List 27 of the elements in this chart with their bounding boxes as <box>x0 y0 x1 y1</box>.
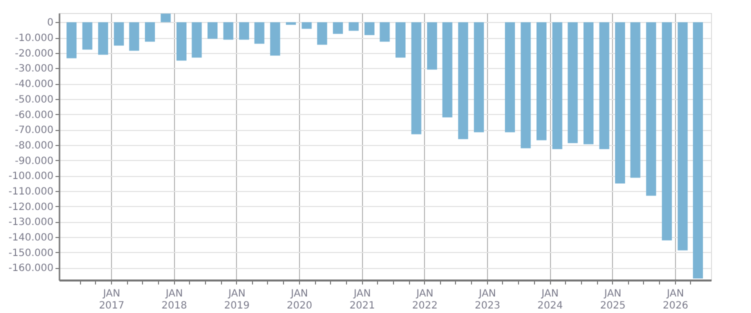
y-tick-label: -120.000 <box>8 202 54 213</box>
y-tick-label: -140.000 <box>8 232 54 244</box>
y-tick-label: -50.000 <box>14 94 54 106</box>
y-tick-label: -160.000 <box>8 263 54 274</box>
x-tick-label: JAN 2023 <box>474 288 500 312</box>
y-tick-label: -40.000 <box>14 79 54 90</box>
x-tick-label: JAN 2017 <box>98 288 124 312</box>
x-tick-label: JAN 2022 <box>412 288 438 312</box>
y-tick-label: 0 <box>47 18 54 29</box>
y-tick-label: -60.000 <box>14 110 54 121</box>
x-tick-label: JAN 2019 <box>224 288 250 312</box>
x-tick-label: JAN 2018 <box>162 288 187 312</box>
y-tick-label: -20.000 <box>14 48 54 60</box>
y-tick-label: -30.000 <box>14 64 54 75</box>
y-tick-label: -110.000 <box>8 186 54 198</box>
x-tick-label: JAN 2025 <box>600 288 626 312</box>
x-tick-label: JAN 2024 <box>537 288 563 312</box>
x-tick-label: JAN 2021 <box>350 288 375 312</box>
y-tick-label: -10.000 <box>14 33 54 44</box>
y-tick-label: -100.000 <box>8 171 54 182</box>
x-tick-label: JAN 2026 <box>662 288 688 312</box>
y-tick-label: -90.000 <box>14 156 54 167</box>
x-tick-label: JAN 2020 <box>286 288 312 312</box>
y-tick-label: -130.000 <box>8 217 54 228</box>
y-tick-label: -150.000 <box>8 248 54 259</box>
y-tick-label: -80.000 <box>14 140 54 152</box>
y-tick-label: -70.000 <box>14 125 54 136</box>
